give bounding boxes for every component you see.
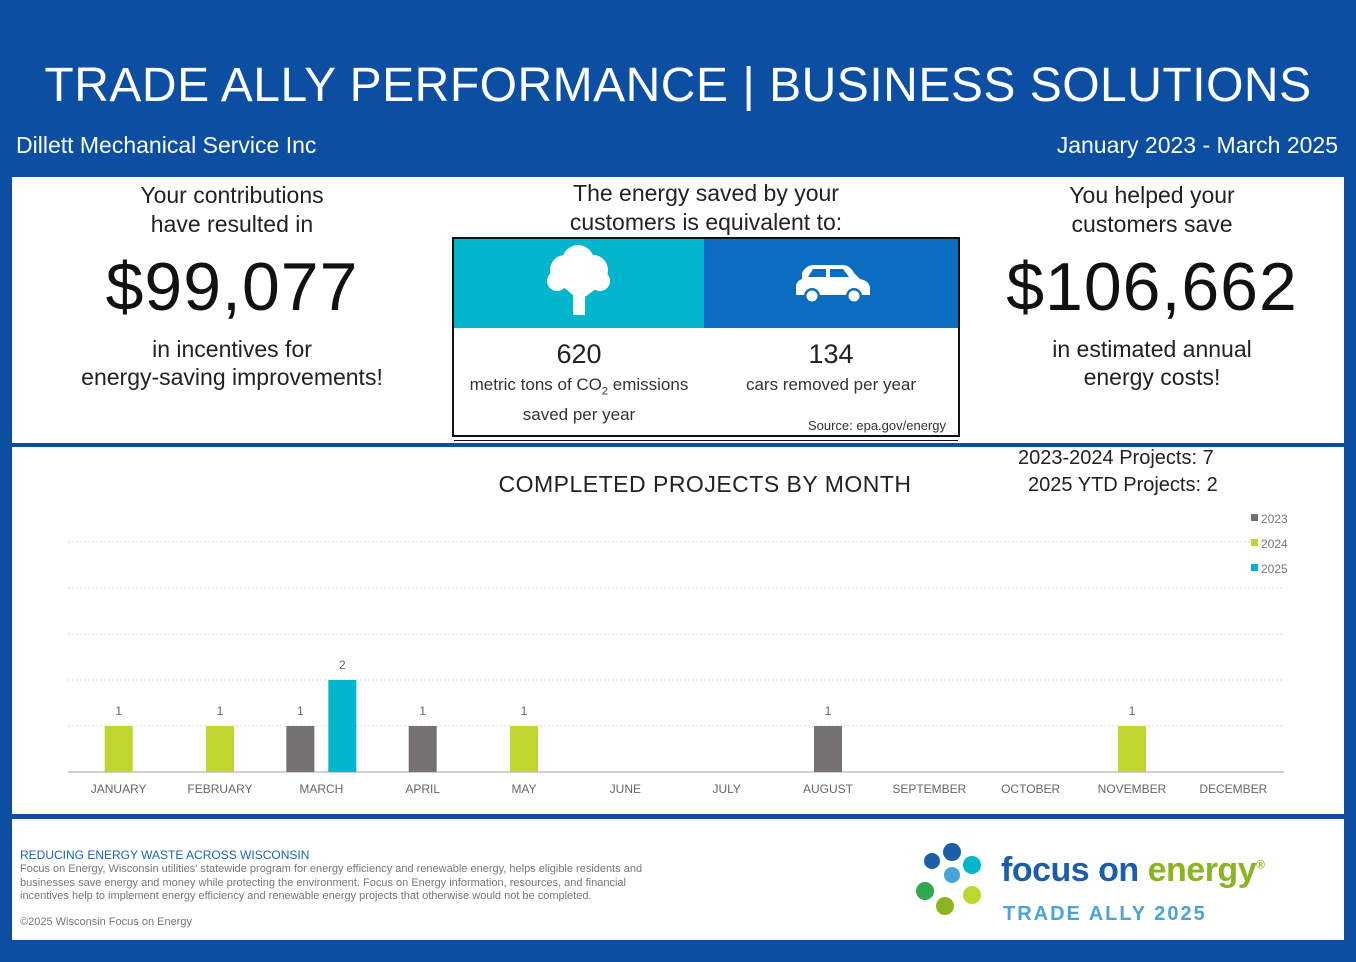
x-tick-label: SEPTEMBER bbox=[892, 782, 966, 796]
focus-on-energy-logo: focus on energy® TRADE ALLY 2025 bbox=[915, 841, 1295, 925]
savings-tail-2: energy costs! bbox=[1083, 364, 1221, 390]
footer-body: Focus on Energy, Wisconsin utilities' st… bbox=[20, 863, 643, 902]
logo-registered: ® bbox=[1256, 857, 1265, 872]
data-label: 1 bbox=[297, 704, 304, 718]
logo-word-focus: focus on bbox=[1001, 851, 1148, 889]
summary-panel: Your contributions have resulted in $99,… bbox=[12, 177, 1344, 443]
footer-copyright: ©2025 Wisconsin Focus on Energy bbox=[20, 916, 192, 928]
savings-block: You helped your customers save $106,662 … bbox=[972, 181, 1332, 391]
x-tick-label: MAY bbox=[511, 782, 536, 796]
tree-tile bbox=[454, 239, 704, 328]
legend-swatch bbox=[1251, 564, 1258, 571]
x-tick-label: APRIL bbox=[405, 782, 440, 796]
car-tile bbox=[704, 239, 958, 328]
source-note: Source: epa.gov/energy bbox=[807, 418, 946, 433]
date-range: January 2023 - March 2025 bbox=[1056, 132, 1338, 158]
savings-lead-1: You helped your bbox=[1069, 182, 1235, 208]
logo-word-energy: energy bbox=[1147, 851, 1257, 889]
equivalent-heading: The energy saved by your customers is eq… bbox=[452, 179, 960, 237]
legend-label: 2023 bbox=[1261, 512, 1288, 526]
cars-value: 134 bbox=[808, 339, 854, 369]
contributions-tail-2: energy-saving improvements! bbox=[81, 364, 383, 390]
footer-heading: REDUCING ENERGY WASTE ACROSS WISCONSIN bbox=[20, 848, 310, 862]
logo-wordmark: focus on energy® bbox=[1001, 851, 1265, 890]
legend-swatch bbox=[1251, 539, 1258, 546]
legend-label: 2025 bbox=[1261, 562, 1288, 576]
co2-label-subscript: 2 bbox=[601, 385, 609, 398]
cars-label: cars removed per year bbox=[745, 375, 917, 394]
x-tick-label: NOVEMBER bbox=[1098, 782, 1167, 796]
bar bbox=[104, 726, 133, 772]
co2-label-part-1: metric tons of CO bbox=[469, 375, 602, 394]
contributions-tail-1: in incentives for bbox=[152, 336, 312, 362]
chart-title: COMPLETED PROJECTS BY MONTH bbox=[498, 471, 912, 497]
equivalent-box: 620 metric tons of CO2 emissions saved p… bbox=[452, 237, 960, 441]
x-tick-label: OCTOBER bbox=[1001, 782, 1060, 796]
x-tick-label: AUGUST bbox=[803, 782, 854, 796]
bar bbox=[328, 680, 357, 772]
page-title: TRADE ALLY PERFORMANCE | BUSINESS SOLUTI… bbox=[44, 59, 1312, 112]
logo-dots-icon bbox=[916, 843, 981, 915]
contributions-lead-1: Your contributions bbox=[140, 182, 324, 208]
co2-value: 620 bbox=[556, 339, 602, 369]
legend-label: 2024 bbox=[1261, 537, 1288, 551]
x-tick-label: MARCH bbox=[299, 782, 343, 796]
projects-line-1-label: 2023-2024 Projects: bbox=[1018, 447, 1198, 469]
footer-panel: REDUCING ENERGY WASTE ACROSS WISCONSIN F… bbox=[12, 819, 1344, 940]
tree-icon bbox=[547, 245, 610, 315]
data-label: 2 bbox=[339, 658, 346, 672]
projects-bar-chart: JANUARY FEBRUARY MARCH APRIL MAY JUNE JULY AUGU… bbox=[68, 512, 1288, 796]
savings-lead-2: customers save bbox=[1071, 211, 1233, 237]
savings-amount: $106,662 bbox=[1006, 249, 1298, 325]
bar bbox=[286, 726, 315, 772]
projects-line-2-value: 2 bbox=[1206, 474, 1218, 496]
projects-line-1-value: 7 bbox=[1202, 447, 1214, 469]
data-label: 1 bbox=[521, 704, 528, 718]
x-tick-label: JUNE bbox=[610, 782, 641, 796]
bar bbox=[1118, 726, 1146, 772]
projects-line-2: 2025 YTD Projects: 2 bbox=[1028, 474, 1218, 497]
bar bbox=[814, 726, 842, 772]
data-label: 1 bbox=[217, 704, 224, 718]
co2-label-part-3: saved per year bbox=[522, 405, 636, 425]
incentives-amount: $99,077 bbox=[105, 249, 359, 325]
bar bbox=[206, 726, 234, 772]
company-name: Dillett Mechanical Service Inc bbox=[16, 132, 317, 158]
data-label: 1 bbox=[1129, 704, 1136, 718]
legend-swatch bbox=[1251, 514, 1258, 521]
bar bbox=[510, 726, 538, 772]
contributions-lead-2: have resulted in bbox=[150, 211, 314, 237]
x-tick-label: DECEMBER bbox=[1199, 782, 1267, 796]
x-tick-label: FEBRUARY bbox=[187, 782, 252, 796]
data-label: 1 bbox=[419, 704, 426, 718]
equivalent-heading-1: The energy saved by your bbox=[573, 180, 839, 206]
car-icon bbox=[796, 265, 870, 304]
projects-line-2-label: 2025 YTD Projects: bbox=[1028, 474, 1202, 496]
equivalent-heading-2: customers is equivalent to: bbox=[569, 209, 843, 235]
bar bbox=[408, 726, 437, 772]
chart-panel: COMPLETED PROJECTS BY MONTH 2023-2024 Pr… bbox=[12, 447, 1344, 814]
projects-line-1: 2023-2024 Projects: 7 bbox=[1018, 447, 1214, 470]
savings-tail-1: in estimated annual bbox=[1052, 336, 1252, 362]
x-tick-label: JULY bbox=[712, 782, 740, 796]
contributions-block: Your contributions have resulted in $99,… bbox=[52, 181, 412, 391]
data-label: 1 bbox=[825, 704, 832, 718]
co2-label: metric tons of CO2 emissions saved per y… bbox=[454, 373, 704, 427]
co2-label-part-2: emissions bbox=[608, 375, 689, 394]
data-label: 1 bbox=[115, 704, 122, 718]
logo-subtitle: TRADE ALLY 2025 bbox=[1003, 903, 1207, 925]
x-tick-label: JANUARY bbox=[91, 782, 147, 796]
